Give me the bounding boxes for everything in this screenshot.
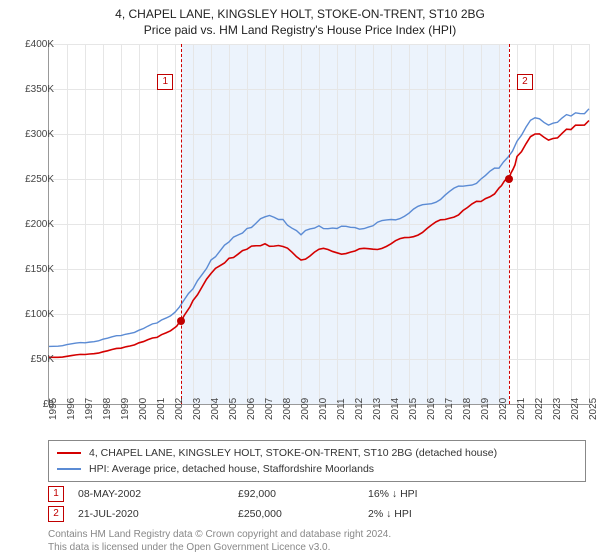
title-line-2: Price paid vs. HM Land Registry's House … (0, 22, 600, 38)
x-tick-label: 2017 (444, 398, 455, 420)
x-tick-label: 1999 (120, 398, 131, 420)
x-tick-label: 2008 (282, 398, 293, 420)
legend-row-hpi: HPI: Average price, detached house, Staf… (57, 461, 577, 477)
x-tick-label: 2023 (552, 398, 563, 420)
y-tick-label: £100K (8, 309, 54, 320)
sale-price-1: £92,000 (238, 488, 368, 500)
sale-diff-1: 16% ↓ HPI (368, 488, 568, 500)
chart-marker-dot-2 (505, 175, 513, 183)
sale-marker-2: 2 (48, 506, 64, 522)
x-tick-label: 2020 (498, 398, 509, 420)
legend-row-price: 4, CHAPEL LANE, KINGSLEY HOLT, STOKE-ON-… (57, 445, 577, 461)
sale-date-1: 08-MAY-2002 (78, 488, 238, 500)
x-tick-label: 2024 (570, 398, 581, 420)
legend-box: 4, CHAPEL LANE, KINGSLEY HOLT, STOKE-ON-… (48, 440, 586, 482)
legend-label-hpi: HPI: Average price, detached house, Staf… (89, 463, 374, 475)
x-tick-label: 2005 (228, 398, 239, 420)
x-tick-label: 2015 (408, 398, 419, 420)
x-tick-label: 1997 (84, 398, 95, 420)
y-tick-label: £300K (8, 129, 54, 140)
footer-line-2: This data is licensed under the Open Gov… (48, 541, 391, 554)
x-tick-label: 2004 (210, 398, 221, 420)
sale-diff-2: 2% ↓ HPI (368, 508, 568, 520)
x-tick-label: 2012 (354, 398, 365, 420)
y-tick-label: £200K (8, 219, 54, 230)
y-tick-label: £400K (8, 39, 54, 50)
sale-row-1: 1 08-MAY-2002 £92,000 16% ↓ HPI (48, 486, 568, 502)
x-tick-label: 2018 (462, 398, 473, 420)
title-line-1: 4, CHAPEL LANE, KINGSLEY HOLT, STOKE-ON-… (0, 6, 600, 22)
x-tick-label: 2013 (372, 398, 383, 420)
sale-date-2: 21-JUL-2020 (78, 508, 238, 520)
sale-price-2: £250,000 (238, 508, 368, 520)
x-tick-label: 2007 (264, 398, 275, 420)
y-tick-label: £50K (8, 354, 54, 365)
x-tick-label: 2021 (516, 398, 527, 420)
x-tick-label: 1995 (48, 398, 59, 420)
chart-marker-box-1: 1 (157, 74, 173, 90)
chart-container: 4, CHAPEL LANE, KINGSLEY HOLT, STOKE-ON-… (0, 0, 600, 560)
x-tick-label: 2014 (390, 398, 401, 420)
y-tick-label: £250K (8, 174, 54, 185)
chart-marker-dot-1 (177, 317, 185, 325)
y-tick-label: £350K (8, 84, 54, 95)
chart-marker-box-2: 2 (517, 74, 533, 90)
footer-line-1: Contains HM Land Registry data © Crown c… (48, 528, 391, 541)
y-tick-label: £150K (8, 264, 54, 275)
x-tick-label: 1996 (66, 398, 77, 420)
footer-attribution: Contains HM Land Registry data © Crown c… (48, 528, 391, 554)
chart-plot-area: 12 (48, 44, 589, 405)
x-tick-label: 2016 (426, 398, 437, 420)
x-tick-label: 2019 (480, 398, 491, 420)
sale-row-2: 2 21-JUL-2020 £250,000 2% ↓ HPI (48, 506, 568, 522)
x-tick-label: 2025 (588, 398, 599, 420)
legend-label-price: 4, CHAPEL LANE, KINGSLEY HOLT, STOKE-ON-… (89, 447, 497, 459)
x-tick-label: 2006 (246, 398, 257, 420)
legend-swatch-hpi (57, 468, 81, 470)
x-tick-label: 1998 (102, 398, 113, 420)
x-tick-label: 2009 (300, 398, 311, 420)
title-block: 4, CHAPEL LANE, KINGSLEY HOLT, STOKE-ON-… (0, 0, 600, 38)
x-tick-label: 2011 (336, 398, 347, 420)
x-tick-label: 2022 (534, 398, 545, 420)
x-tick-label: 2002 (174, 398, 185, 420)
x-tick-label: 2001 (156, 398, 167, 420)
sale-marker-1: 1 (48, 486, 64, 502)
x-tick-label: 2003 (192, 398, 203, 420)
x-tick-label: 2010 (318, 398, 329, 420)
x-tick-label: 2000 (138, 398, 149, 420)
legend-swatch-price (57, 452, 81, 454)
